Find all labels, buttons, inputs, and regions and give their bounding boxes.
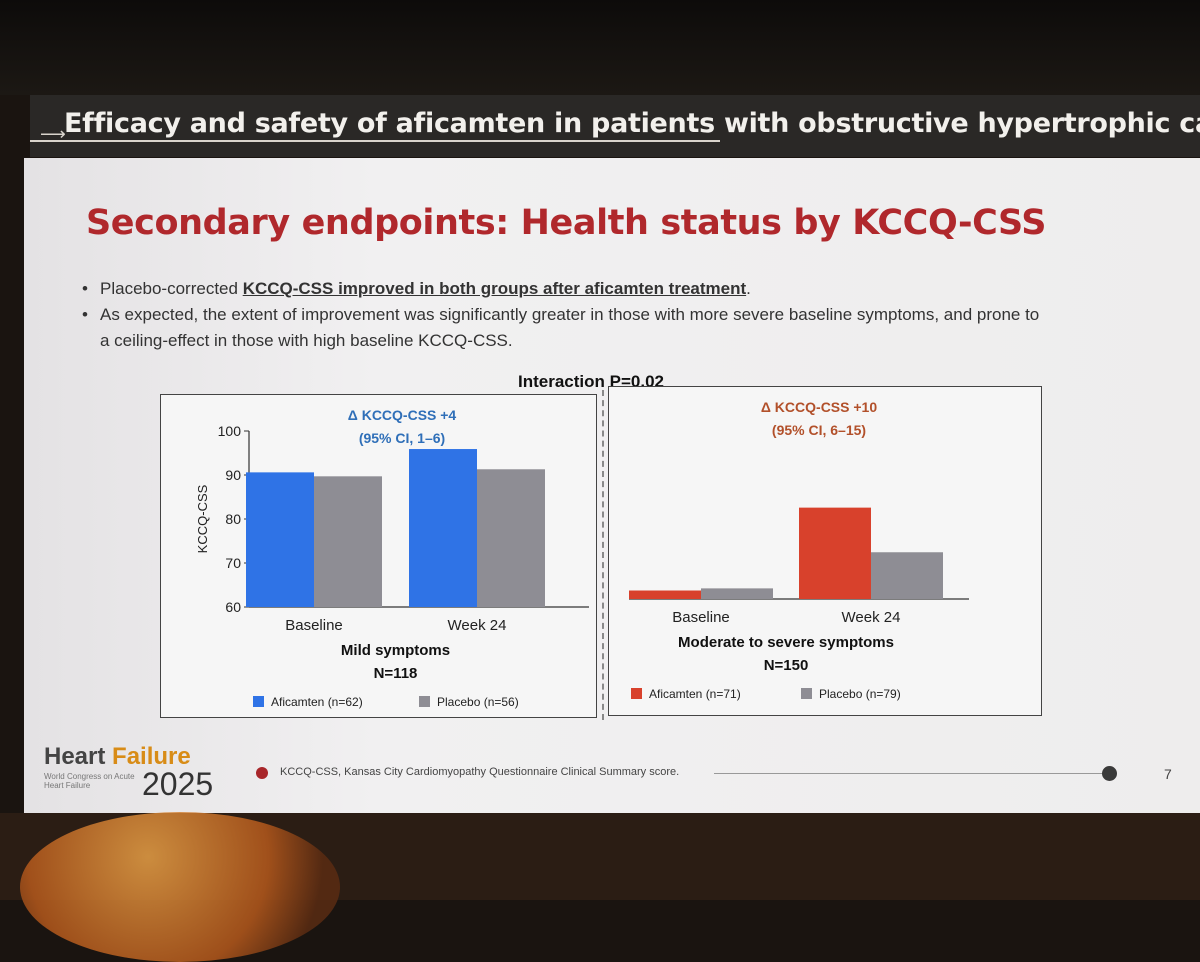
x-tick-label: Week 24 bbox=[448, 617, 507, 634]
slide: Secondary endpoints: Health status by KC… bbox=[24, 158, 1200, 813]
bar-placebo bbox=[477, 469, 545, 607]
logo-year: 2025 bbox=[142, 766, 214, 802]
y-tick-label: 80 bbox=[225, 511, 241, 527]
bullet-list: Placebo-corrected KCCQ-CSS improved in b… bbox=[82, 276, 1042, 354]
legend-label-placebo: Placebo (n=79) bbox=[819, 687, 901, 701]
y-tick-label: 60 bbox=[225, 599, 241, 615]
x-tick-label: Baseline bbox=[672, 609, 730, 626]
legend-label-aficamten: Aficamten (n=62) bbox=[271, 695, 363, 709]
delta-annotation: Δ KCCQ-CSS +10 bbox=[761, 399, 877, 415]
header-arrow-icon: ⟶ bbox=[40, 124, 66, 144]
heart-failure-logo: Heart Failure bbox=[44, 743, 191, 771]
bar-aficamten bbox=[799, 507, 871, 599]
logo-text-b: Failure bbox=[112, 743, 191, 770]
page-number: 7 bbox=[1164, 766, 1172, 782]
room-background-top bbox=[0, 0, 1200, 95]
y-axis-label: KCCQ-CSS bbox=[195, 484, 210, 553]
header-underline bbox=[30, 140, 720, 142]
chart-moderate-severe-symptoms: Baseline Week 24 Δ KCCQ-CSS +10 (95% CI, 6–… bbox=[629, 399, 969, 701]
y-tick-label: 70 bbox=[225, 555, 241, 571]
footer-red-dot bbox=[256, 767, 268, 779]
y-tick-label: 100 bbox=[218, 423, 242, 439]
bullet-1: Placebo-corrected KCCQ-CSS improved in b… bbox=[82, 276, 1042, 302]
bar-placebo bbox=[701, 588, 773, 599]
chart-mild-symptoms: 60 70 80 90 100 KCCQ-CSS Baseline Week 24 Δ KCCQ… bbox=[195, 407, 589, 709]
slide-title: Secondary endpoints: Health status by KC… bbox=[86, 203, 1047, 243]
delta-annotation: Δ KCCQ-CSS +4 bbox=[348, 407, 457, 423]
legend-label-placebo: Placebo (n=56) bbox=[437, 695, 519, 709]
group-n: N=150 bbox=[764, 657, 809, 674]
x-tick-label: Week 24 bbox=[842, 609, 901, 626]
footer-progress-line bbox=[714, 773, 1104, 774]
bar-aficamten bbox=[409, 449, 477, 607]
footnote: KCCQ-CSS, Kansas City Cardiomyopathy Que… bbox=[280, 766, 680, 778]
bar-aficamten bbox=[629, 590, 701, 599]
group-n: N=118 bbox=[374, 665, 418, 682]
legend-label-aficamten: Aficamten (n=71) bbox=[649, 687, 741, 701]
group-title: Moderate to severe symptoms bbox=[678, 634, 894, 651]
bullet-2: As expected, the extent of improvement w… bbox=[82, 302, 1042, 354]
bar-placebo bbox=[314, 476, 382, 607]
header-bar bbox=[30, 95, 1200, 157]
x-tick-label: Baseline bbox=[285, 617, 343, 634]
stage-decoration bbox=[20, 812, 340, 962]
chart-panel-mild: 60 70 80 90 100 KCCQ-CSS Baseline Week 24 Δ KCCQ… bbox=[160, 394, 597, 718]
legend-swatch-placebo bbox=[419, 696, 430, 707]
bar-aficamten bbox=[246, 472, 314, 607]
bullet-1-emphasis: KCCQ-CSS improved in both groups after a… bbox=[242, 279, 747, 298]
legend-swatch-aficamten bbox=[631, 688, 642, 699]
logo-text-a: Heart bbox=[44, 743, 113, 770]
legend-swatch-placebo bbox=[801, 688, 812, 699]
y-tick-label: 90 bbox=[225, 467, 241, 483]
legend-swatch-aficamten bbox=[253, 696, 264, 707]
ci-annotation: (95% CI, 1–6) bbox=[359, 430, 445, 446]
footer-progress-dot bbox=[1102, 766, 1117, 781]
panel-divider bbox=[602, 390, 604, 720]
ci-annotation: (95% CI, 6–15) bbox=[772, 422, 866, 438]
logo-subtitle: World Congress on Acute Heart Failure bbox=[44, 772, 135, 790]
header-title: Efficacy and safety of aficamten in pati… bbox=[64, 108, 1200, 139]
bar-placebo bbox=[871, 552, 943, 599]
chart-panel-severe: Baseline Week 24 Δ KCCQ-CSS +10 (95% CI, 6–… bbox=[608, 386, 1042, 716]
group-title: Mild symptoms bbox=[341, 642, 450, 659]
bullet-1-pre: Placebo-corrected bbox=[100, 279, 243, 298]
bullet-1-post: . bbox=[746, 279, 751, 298]
